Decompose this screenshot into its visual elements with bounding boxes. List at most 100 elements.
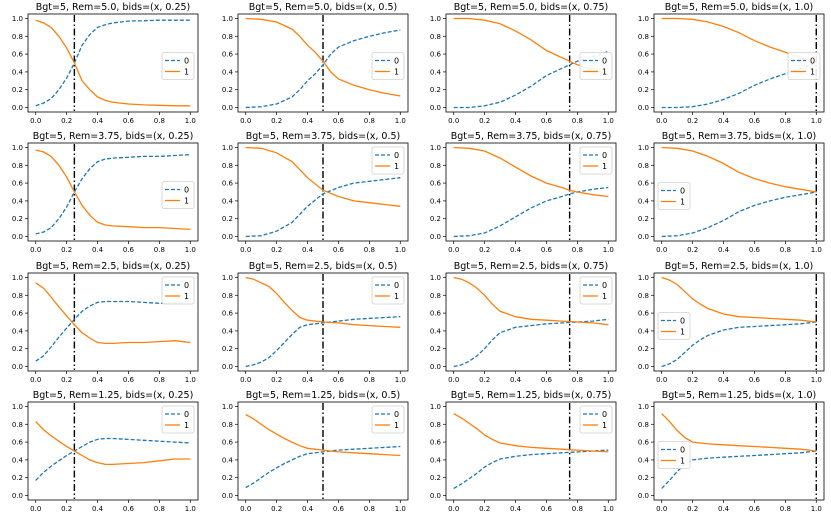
legend: 01 <box>371 146 405 175</box>
legend-label: 1 <box>394 292 399 301</box>
legend-box <box>579 52 613 80</box>
series-line-0 <box>453 50 609 109</box>
legend-box <box>657 441 691 469</box>
legend-label: 1 <box>394 421 399 430</box>
x-tick-label: 0.4 <box>302 246 314 254</box>
legend-label: 1 <box>810 67 815 76</box>
x-tick-label: 0.6 <box>749 246 761 254</box>
x-tick-label: 0.0 <box>30 505 41 513</box>
legend-label: 1 <box>184 421 189 430</box>
subplot-14: Bgt=5, Rem=1.25, bids=(x, 0.5) 0.0 0.2 0.4 0… <box>222 390 409 513</box>
legend: 01 <box>161 52 195 80</box>
legend: 01 <box>657 312 691 340</box>
y-tick-label: 0.4 <box>12 197 24 205</box>
x-tick-label: 0.4 <box>510 246 522 254</box>
y-tick-label: 0.8 <box>430 421 441 429</box>
legend-label: 0 <box>602 151 607 160</box>
y-tick-label: 0.0 <box>638 233 649 241</box>
legend-label: 1 <box>602 67 607 76</box>
x-tick-label: 0.2 <box>271 505 282 513</box>
x-tick-label: 0.4 <box>510 376 522 384</box>
y-tick-label: 0.0 <box>222 104 233 112</box>
x-tick-label: 0.4 <box>302 117 314 125</box>
x-tick-label: 0.4 <box>718 376 730 384</box>
subplot-title: Bgt=5, Rem=1.25, bids=(x, 0.25) <box>33 390 194 401</box>
y-tick-label: 0.8 <box>638 162 649 170</box>
x-tick-label: 0.0 <box>30 376 41 384</box>
series-line-1 <box>661 413 817 452</box>
y-tick-label: 0.0 <box>638 104 649 112</box>
y-tick-label: 0.4 <box>222 456 234 464</box>
y-tick-label: 0.8 <box>12 162 23 170</box>
series-line-0 <box>661 191 817 238</box>
x-tick-label: 0.4 <box>718 117 730 125</box>
x-tick-label: 0.8 <box>572 505 583 513</box>
legend-box <box>579 405 613 434</box>
x-tick-label: 0.8 <box>780 376 791 384</box>
y-tick-label: 0.8 <box>638 33 649 41</box>
x-tick-label: 0.8 <box>364 246 375 254</box>
x-tick-label: 1.0 <box>811 505 822 513</box>
x-tick-label: 0.0 <box>240 246 251 254</box>
y-tick-label: 1.0 <box>638 15 649 23</box>
legend-label: 0 <box>184 56 189 65</box>
y-tick-label: 1.0 <box>430 15 441 23</box>
y-tick-label: 0.6 <box>430 180 442 188</box>
series-line-0 <box>245 29 401 109</box>
y-tick-label: 0.6 <box>638 51 650 59</box>
subplot-16: Bgt=5, Rem=1.25, bids=(x, 1.0) 0.0 0.2 0.4 0… <box>638 390 825 513</box>
y-tick-label: 0.4 <box>222 327 234 335</box>
y-tick-label: 1.0 <box>222 403 233 411</box>
subplot-title: Bgt=5, Rem=1.25, bids=(x, 0.5) <box>246 390 401 401</box>
legend-label: 0 <box>394 281 399 290</box>
x-tick-label: 0.0 <box>656 376 667 384</box>
subplot-title: Bgt=5, Rem=2.5, bids=(x, 0.5) <box>249 261 398 272</box>
subplot-title: Bgt=5, Rem=5.0, bids=(x, 0.5) <box>249 2 398 13</box>
x-tick-label: 1.0 <box>811 117 822 125</box>
y-tick-label: 1.0 <box>638 274 649 282</box>
y-tick-label: 0.0 <box>430 104 441 112</box>
y-tick-label: 0.0 <box>12 363 23 371</box>
legend-box <box>657 312 691 340</box>
series-line-0 <box>661 450 817 489</box>
x-tick-label: 0.8 <box>154 246 165 254</box>
legend-label: 1 <box>394 67 399 76</box>
legend: 01 <box>371 405 405 434</box>
x-tick-label: 0.8 <box>154 376 165 384</box>
x-tick-label: 0.6 <box>541 246 553 254</box>
y-tick-label: 0.6 <box>638 439 650 447</box>
subplot-title: Bgt=5, Rem=5.0, bids=(x, 1.0) <box>665 2 814 13</box>
x-tick-label: 1.0 <box>603 505 614 513</box>
x-tick-label: 0.4 <box>92 246 104 254</box>
x-tick-label: 0.8 <box>780 117 791 125</box>
x-tick-label: 0.0 <box>448 246 459 254</box>
legend: 01 <box>161 405 195 434</box>
y-tick-label: 0.0 <box>430 363 441 371</box>
x-tick-label: 0.6 <box>123 505 135 513</box>
y-tick-label: 0.0 <box>12 492 23 500</box>
x-tick-label: 0.8 <box>364 376 375 384</box>
x-tick-label: 0.4 <box>510 505 522 513</box>
x-tick-label: 0.0 <box>656 246 667 254</box>
x-tick-label: 0.0 <box>656 505 667 513</box>
x-tick-label: 0.0 <box>240 376 251 384</box>
legend-label: 1 <box>184 292 189 301</box>
subplot-1: Bgt=5, Rem=5.0, bids=(x, 0.25) 0.0 0.2 0.4 0… <box>12 2 199 125</box>
y-tick-label: 0.2 <box>222 86 233 94</box>
series-line-0 <box>453 186 609 238</box>
y-tick-label: 0.6 <box>638 310 650 318</box>
x-tick-label: 0.2 <box>61 117 72 125</box>
series-line-1 <box>661 276 817 323</box>
x-tick-label: 1.0 <box>395 505 406 513</box>
x-tick-label: 0.6 <box>333 246 345 254</box>
subplot-11: Bgt=5, Rem=2.5, bids=(x, 0.75) 0.0 0.2 0.4 0… <box>430 261 617 384</box>
legend-label: 1 <box>680 197 685 206</box>
y-tick-label: 0.6 <box>430 51 442 59</box>
x-tick-label: 0.0 <box>240 505 251 513</box>
y-tick-label: 1.0 <box>638 403 649 411</box>
subplot-title: Bgt=5, Rem=1.25, bids=(x, 1.0) <box>662 390 817 401</box>
y-tick-label: 0.0 <box>12 233 23 241</box>
y-tick-label: 0.6 <box>638 180 650 188</box>
x-tick-label: 0.8 <box>572 117 583 125</box>
y-tick-label: 0.8 <box>222 421 233 429</box>
